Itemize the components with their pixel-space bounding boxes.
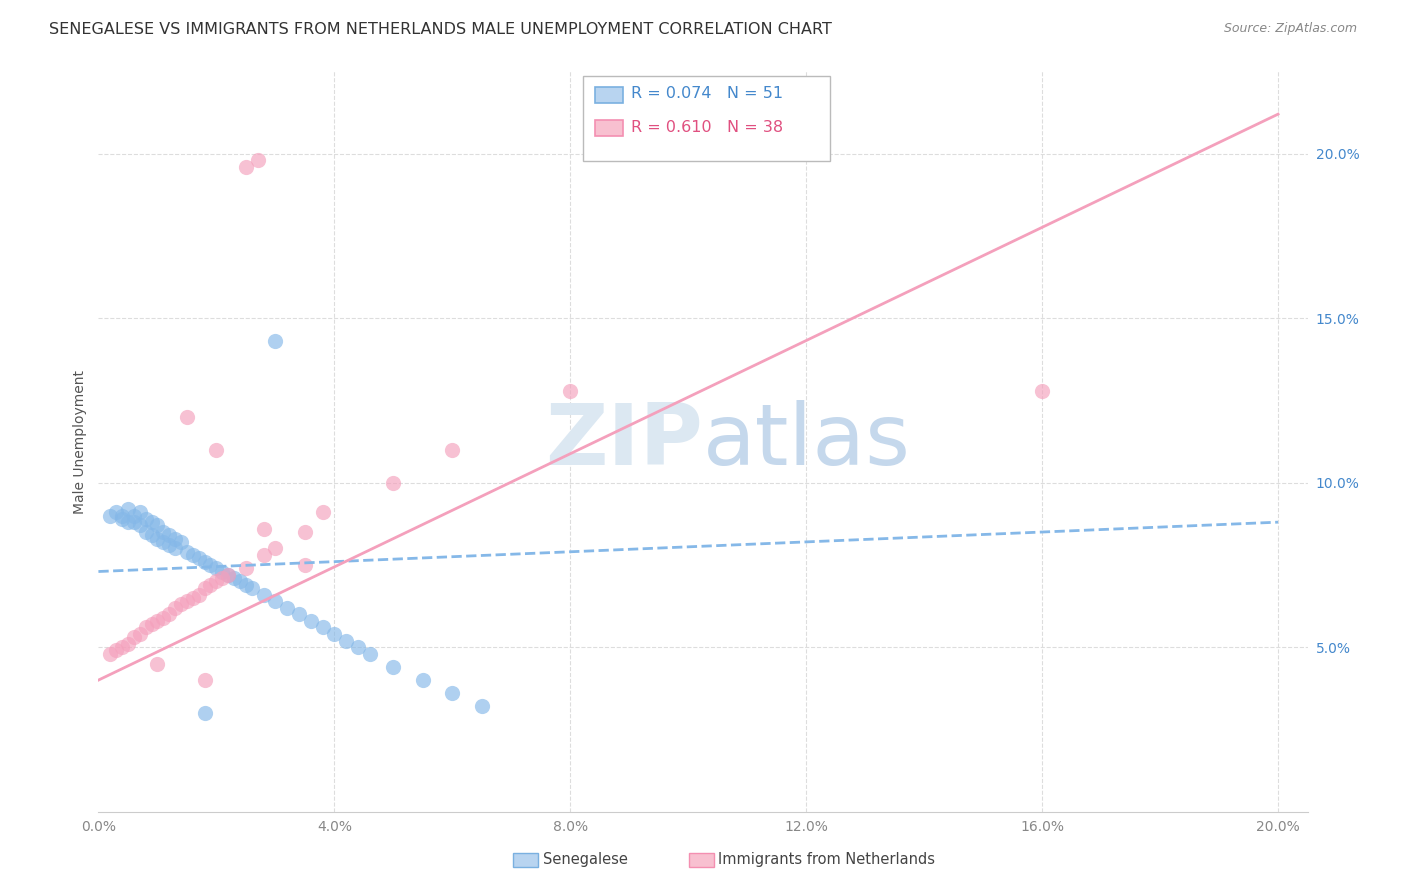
Point (146, 657, 169, 671)
Point (217, 567, 239, 582)
Point (187, 551, 209, 566)
Point (252, 522, 274, 536)
Point (176, 594, 198, 608)
Text: Senegalese: Senegalese (543, 853, 627, 867)
Point (128, 518, 150, 533)
Point (98, 647, 121, 661)
Point (311, 620, 333, 634)
Point (252, 548, 274, 562)
Text: R = 0.074   N = 51: R = 0.074 N = 51 (631, 87, 783, 101)
Point (382, 475, 405, 490)
Point (117, 502, 139, 516)
Point (335, 633, 357, 648)
Text: ZIP: ZIP (546, 400, 703, 483)
Point (146, 532, 169, 546)
Point (122, 508, 145, 523)
Point (194, 555, 217, 569)
Point (217, 567, 239, 582)
Point (111, 512, 134, 526)
Point (111, 508, 134, 523)
Point (135, 512, 157, 526)
Point (141, 617, 163, 632)
Text: R = 0.610   N = 38: R = 0.610 N = 38 (631, 120, 783, 135)
Point (152, 610, 174, 624)
Point (311, 505, 333, 519)
Point (222, 571, 245, 585)
Point (157, 607, 180, 622)
Point (117, 515, 139, 529)
Point (471, 699, 494, 714)
Point (176, 545, 198, 559)
Point (98, 508, 121, 523)
Point (181, 591, 204, 605)
Point (441, 442, 464, 457)
Point (359, 647, 381, 661)
Point (264, 594, 287, 608)
Text: SENEGALESE VS IMMIGRANTS FROM NETHERLANDS MALE UNEMPLOYMENT CORRELATION CHART: SENEGALESE VS IMMIGRANTS FROM NETHERLAND… (49, 22, 832, 37)
Point (122, 515, 145, 529)
Point (141, 515, 163, 529)
Point (170, 598, 193, 612)
Point (152, 524, 174, 539)
Point (111, 640, 134, 655)
Point (205, 561, 228, 575)
Point (382, 660, 405, 674)
Point (347, 640, 370, 655)
Point (560, 384, 582, 398)
Point (122, 630, 145, 644)
Point (264, 541, 287, 556)
Point (288, 607, 311, 622)
Text: Immigrants from Netherlands: Immigrants from Netherlands (718, 853, 935, 867)
Point (229, 574, 252, 589)
Point (146, 614, 169, 628)
Point (205, 442, 228, 457)
Point (176, 409, 198, 424)
Point (240, 581, 263, 595)
Point (117, 637, 139, 651)
Point (152, 535, 174, 549)
Point (235, 160, 257, 174)
Point (165, 532, 187, 546)
Point (181, 548, 204, 562)
Point (1031, 384, 1053, 398)
Point (211, 571, 233, 585)
Point (252, 588, 274, 602)
Point (170, 535, 193, 549)
Point (299, 614, 322, 628)
Point (235, 561, 257, 575)
Point (135, 620, 157, 634)
Point (157, 528, 180, 542)
Point (276, 600, 298, 615)
Text: atlas: atlas (703, 400, 911, 483)
Point (157, 538, 180, 552)
Point (105, 505, 128, 519)
Point (105, 643, 128, 657)
Point (165, 600, 187, 615)
Text: Source: ZipAtlas.com: Source: ZipAtlas.com (1223, 22, 1357, 36)
Point (205, 574, 228, 589)
Point (194, 673, 217, 687)
Point (235, 577, 257, 591)
Point (128, 505, 150, 519)
Point (246, 153, 269, 168)
Y-axis label: Male Unemployment: Male Unemployment (73, 369, 87, 514)
Point (294, 558, 316, 572)
Point (141, 528, 163, 542)
Point (194, 706, 217, 720)
Point (165, 541, 187, 556)
Point (412, 673, 434, 687)
Point (135, 524, 157, 539)
Point (441, 686, 464, 700)
Point (200, 558, 222, 572)
Point (187, 588, 209, 602)
Point (128, 627, 150, 641)
Point (264, 334, 287, 348)
Point (194, 581, 217, 595)
Point (211, 565, 233, 579)
Point (323, 627, 346, 641)
Point (294, 524, 316, 539)
Point (200, 577, 222, 591)
Point (146, 518, 169, 533)
